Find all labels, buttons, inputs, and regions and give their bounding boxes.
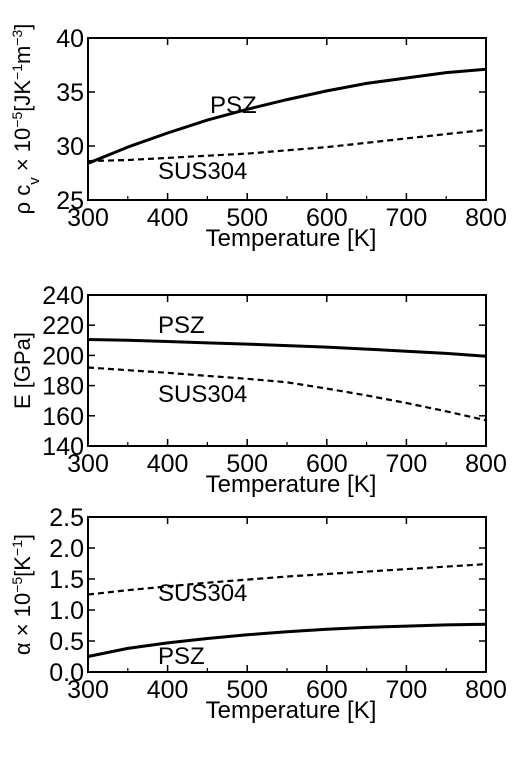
y-tick-label: 180 [42,373,84,401]
y-tick-label: 35 [56,79,84,107]
y-axis-title-exponent: −5 [9,112,25,128]
x-tick-label: 300 [67,450,109,478]
plot-frame [87,294,487,447]
chart-panel-3: 300 400 500 600 700 800 0.0 0.5 1.0 1.5 2.0 2.5 Temp… [9,504,507,724]
y-axis-title-unit: [JK [10,80,35,112]
x-tick-label: 300 [67,204,109,232]
plot-frame [87,37,487,201]
series-label-psz: PSZ [210,92,257,119]
y-axis-title-unit: [K [10,556,35,577]
series-label-psz: PSZ [158,643,205,670]
y-tick-label: 0.0 [49,659,84,687]
y-tick-label: 220 [42,312,84,340]
chart-panel-1: 300 400 500 600 700 800 25 30 35 40 Temperature [K… [9,24,507,252]
x-tick-label: 700 [386,450,428,478]
x-tick-label: 300 [67,676,109,704]
y-tick-label: 30 [56,133,84,161]
x-tick-label: 700 [386,204,428,232]
series-line-psz [87,338,487,358]
x-axis-title: Temperature [K] [206,471,377,498]
y-axis-title-subscript: v [26,177,43,185]
y-axis-title-exponent: −5 [9,577,25,593]
y-tick-label: 40 [56,25,84,53]
y-tick-label: 2.5 [49,504,84,532]
y-axis-title-unit-close: ] [10,24,35,30]
series-label-sus304: SUS304 [158,158,247,185]
y-tick-label: 200 [42,342,84,370]
x-tick-label: 500 [226,676,268,704]
y-tick-label: 1.5 [49,566,84,594]
x-tick-label: 400 [147,204,189,232]
y-tick-label: 160 [42,403,84,431]
series-line-sus304 [87,366,487,422]
series-line-sus304 [87,128,487,163]
y-axis-title-unit-part: m [10,46,35,64]
x-tick-label: 600 [306,450,348,478]
y-axis-title-symbol: ρ c [10,185,35,215]
y-tick-label: 0.5 [49,628,84,656]
x-tick-label: 500 [226,450,268,478]
y-axis-title-unit-exponent-2: −3 [9,29,25,45]
y-axis-title-text: E [GPa] [10,332,35,409]
series-label-sus304: SUS304 [158,580,247,607]
y-axis-title: E [GPa] [10,332,35,409]
y-tick-label: 2.0 [49,535,84,563]
y-tick-label: 240 [42,282,84,310]
y-axis-title-multiplier: × 10 [10,593,35,643]
x-axis-title: Temperature [K] [206,697,377,724]
x-tick-label: 400 [147,676,189,704]
x-axis-title: Temperature [K] [206,225,377,252]
y-tick-label: 140 [42,433,84,461]
y-axis-title-symbol: α [10,642,35,655]
plot-frame [87,516,487,673]
x-tick-label: 800 [465,676,507,704]
y-axis-title-unit-close: ] [10,534,35,540]
y-axis-title: α × 10−5[K−1] [9,534,35,655]
x-tick-label: 800 [465,204,507,232]
series-label-psz: PSZ [158,312,205,339]
series-line-psz [87,622,487,658]
x-tick-label: 600 [306,204,348,232]
x-tick-label: 800 [465,450,507,478]
y-tick-label: 1.0 [49,597,84,625]
y-tick-label: 25 [56,187,84,215]
series-label-sus304: SUS304 [158,381,247,408]
x-tick-label: 500 [226,204,268,232]
y-axis-title-unit-exponent: −1 [9,64,25,80]
y-axis-title: ρ cv × 10−5[JK−1m−3] [9,24,43,215]
x-tick-label: 400 [147,450,189,478]
y-axis-title-unit-exponent: −1 [9,540,25,556]
x-tick-label: 700 [386,676,428,704]
x-tick-label: 600 [306,676,348,704]
series-line-sus304 [87,563,487,596]
series-line-psz [87,67,487,165]
y-axis-title-multiplier: × 10 [10,128,35,178]
